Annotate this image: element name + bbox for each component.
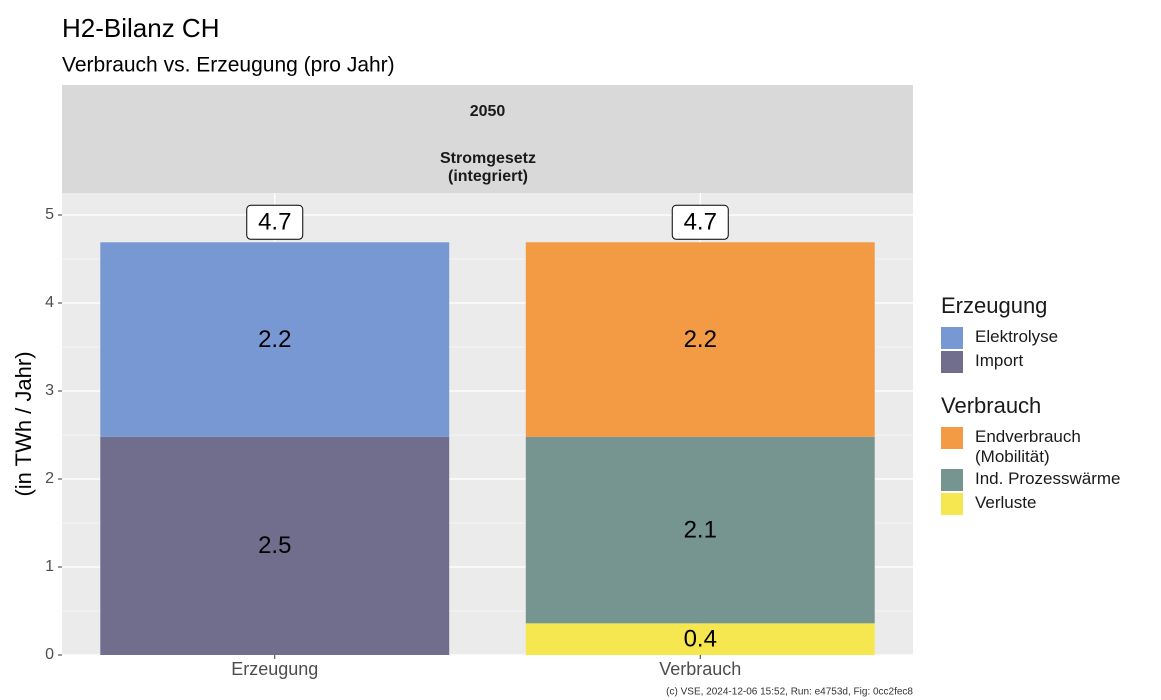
bar-segment	[100, 242, 450, 437]
strip-label: 2050	[469, 103, 506, 120]
value-label: 2.1	[684, 516, 717, 543]
value-label: 2.2	[684, 326, 717, 353]
legend-swatch	[941, 427, 963, 449]
legend-title: Erzeugung	[941, 293, 1048, 318]
strip-label: Stromgesetz (integriert)	[439, 150, 537, 185]
y-axis-title: (in TWh / Jahr)	[11, 351, 36, 496]
legend-swatch	[941, 351, 963, 373]
value-label: 2.5	[258, 532, 291, 559]
legend-group: Verbrauch Endverbrauch (Mobilität) Ind. Pr…	[941, 393, 1156, 515]
legend-swatch	[941, 327, 963, 349]
legend-label: Elektrolyse	[975, 327, 1059, 346]
legend-item: Elektrolyse	[941, 327, 1156, 349]
legend-label: Import	[975, 351, 1024, 370]
legend-item: Endverbrauch (Mobilität)	[941, 427, 1156, 467]
legend-label: Endverbrauch (Mobilität)	[975, 427, 1081, 466]
x-tick-label: Verbrauch	[659, 659, 741, 679]
bar-segment	[100, 436, 450, 655]
y-tick-label: 0	[45, 646, 54, 663]
legend: Erzeugung Elektrolyse Import Verbrauch Endve…	[941, 293, 1156, 517]
total-box	[246, 204, 304, 240]
x-tick-label: Erzeugung	[231, 659, 318, 679]
y-tick-label: 3	[45, 382, 54, 399]
bar-segment	[525, 436, 875, 624]
y-tick-label: 5	[45, 206, 54, 223]
legend-item: Verluste	[941, 493, 1156, 515]
total-label: 4.7	[258, 209, 291, 236]
legend-item: Import	[941, 351, 1156, 373]
total-box	[671, 204, 729, 240]
value-label: 0.4	[684, 626, 717, 653]
legend-label: Verluste	[975, 493, 1037, 512]
total-label: 4.7	[684, 209, 717, 236]
bar-segment	[525, 242, 875, 437]
legend-swatch	[941, 469, 963, 491]
bar-segment	[525, 623, 875, 655]
legend-item: Ind. Prozesswärme	[941, 469, 1156, 491]
legend-label: Ind. Prozesswärme	[975, 469, 1121, 488]
caption: (c) VSE, 2024-12-06 15:52, Run: e4753d, …	[666, 687, 913, 698]
legend-title: Verbrauch	[941, 393, 1042, 418]
chart-title: H2-Bilanz CH	[62, 13, 220, 43]
y-tick-label: 4	[45, 294, 54, 311]
legend-swatch	[941, 493, 963, 515]
chart-subtitle: Verbrauch vs. Erzeugung (pro Jahr)	[62, 54, 395, 77]
legend-group: Erzeugung Elektrolyse Import	[941, 293, 1156, 373]
value-label: 2.2	[258, 326, 291, 353]
facet-strip	[62, 85, 913, 193]
y-tick-label: 2	[45, 470, 54, 487]
y-tick-label: 1	[45, 558, 54, 575]
